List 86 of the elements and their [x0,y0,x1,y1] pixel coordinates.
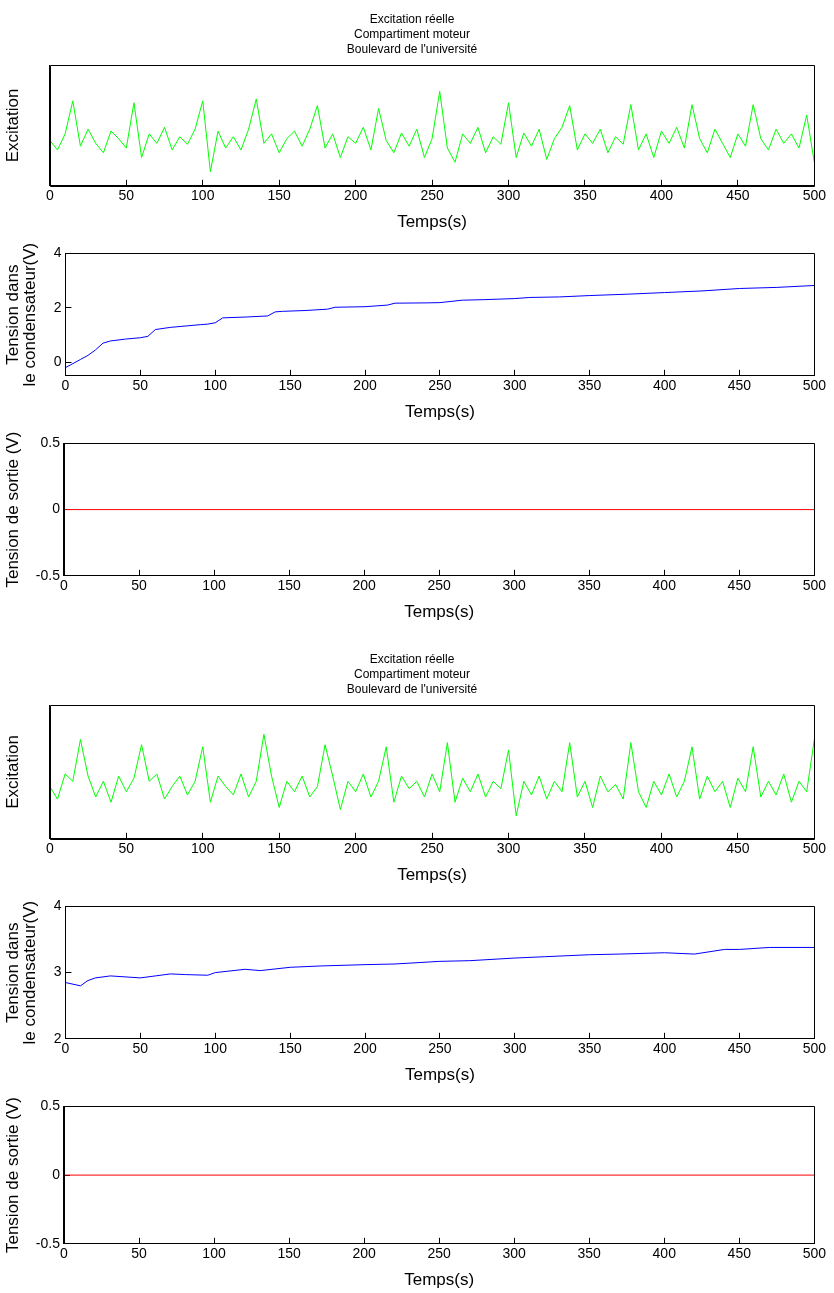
x-tick-label: 250 [427,1245,452,1262]
y-axis-title: Tension de sortie (V) [2,431,22,588]
x-tick-label: 400 [649,840,674,857]
y-tick-label: -0.5 [35,1234,61,1251]
y-tick-label: 4 [53,897,62,914]
x-axis-title: Temps(s) [404,1065,475,1085]
x-tick-label: 50 [131,1245,148,1262]
x-tick-label: 450 [727,1040,752,1057]
x-tick-label: 300 [502,577,527,594]
x-tick-label: 50 [118,187,135,204]
y-tick-label: 0 [52,1165,61,1182]
y-axis-title: Excitation [2,88,22,163]
x-tick-label: 350 [577,1245,602,1262]
x-tick-label: 450 [726,840,750,857]
y-tick-label: 2 [53,298,62,315]
x-tick-label: 150 [267,840,292,857]
y-tick-label: 3 [53,963,62,980]
x-tick-label: 100 [202,1245,226,1262]
x-tick-label: 400 [652,1040,677,1057]
x-tick-label: 250 [428,1040,452,1057]
x-tick-label: 450 [727,1245,752,1262]
y-axis-title: Tension de sortie (V) [2,1097,22,1254]
x-axis-title: Temps(s) [397,865,468,885]
x-tick-label: 300 [503,377,527,394]
x-tick-label: 100 [191,840,215,857]
x-tick-label: 300 [502,1245,527,1262]
x-tick-label: 200 [352,1245,377,1262]
x-tick-label: 500 [802,377,827,394]
x-tick-label: 250 [420,187,444,204]
x-tick-label: 500 [802,1245,827,1262]
y-tick-label: -0.5 [35,566,61,583]
x-tick-label: 150 [267,187,292,204]
x-tick-label: 450 [726,187,750,204]
x-tick-label: 150 [278,1040,303,1057]
x-tick-label: 50 [132,377,149,394]
x-tick-label: 150 [278,377,303,394]
x-tick-label: 400 [652,1245,677,1262]
x-tick-label: 200 [352,577,377,594]
x-tick-label: 400 [652,577,677,594]
y-axis-title: Excitation [2,735,22,809]
x-tick-label: 50 [132,1040,149,1057]
x-tick-label: 500 [802,187,827,204]
x-axis-title: Temps(s) [397,212,468,232]
y-tick-label: 2 [53,1029,62,1046]
x-tick-label: 400 [652,377,677,394]
x-tick-label: 500 [802,840,827,857]
chart-title: Excitation réelle Compartiment moteur Boulevard de l'université [346,11,478,56]
x-tick-label: 50 [131,577,148,594]
x-tick-label: 200 [343,840,368,857]
x-tick-label: 150 [277,577,301,594]
y-tick-label: 0.5 [40,1097,61,1114]
x-tick-label: 350 [573,187,597,204]
x-tick-label: 50 [118,840,135,857]
x-tick-label: 300 [496,187,521,204]
x-tick-label: 100 [191,187,215,204]
x-tick-label: 350 [577,1040,602,1057]
chart-title: Excitation réelle Compartiment moteur Boulevard de l'université [346,651,478,696]
x-axis-title: Temps(s) [404,402,475,422]
x-tick-label: 450 [727,377,752,394]
y-tick-label: 0 [52,500,61,517]
x-tick-label: 500 [802,1040,827,1057]
y-axis-title: Tension dans le condensateur(V) [2,900,40,1045]
x-tick-label: 100 [203,377,228,394]
x-tick-label: 150 [277,1245,301,1262]
x-tick-label: 350 [577,577,602,594]
x-tick-label: 450 [727,577,752,594]
x-tick-label: 500 [802,577,827,594]
x-tick-label: 200 [353,1040,377,1057]
y-tick-label: 0 [53,353,62,370]
x-tick-label: 250 [427,577,452,594]
x-tick-label: 200 [353,377,377,394]
x-tick-label: 250 [428,377,452,394]
x-tick-label: 250 [420,840,444,857]
x-tick-label: 200 [343,187,368,204]
x-tick-label: 400 [649,187,674,204]
y-tick-label: 4 [53,244,62,261]
x-tick-label: 350 [577,377,602,394]
y-axis-title: Tension dans le condensateur(V) [2,242,40,387]
x-tick-label: 300 [503,1040,527,1057]
x-tick-label: 350 [573,840,597,857]
x-tick-label: 100 [202,577,226,594]
x-tick-label: 100 [203,1040,228,1057]
x-axis-title: Temps(s) [404,602,475,622]
y-tick-label: 0.5 [40,434,61,451]
x-tick-label: 300 [496,840,521,857]
x-axis-title: Temps(s) [404,1270,475,1290]
